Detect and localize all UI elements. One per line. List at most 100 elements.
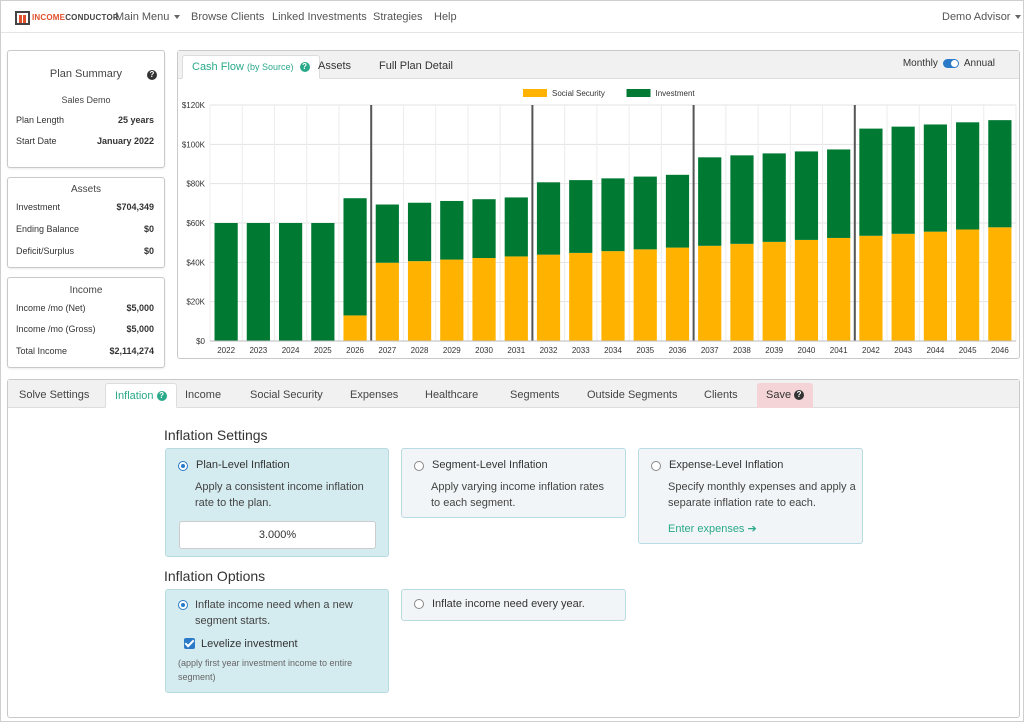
y-tick-label: $120K (182, 101, 206, 110)
inflate-new-segment-option[interactable]: Inflate income need when a new segment st… (165, 589, 389, 693)
deficit-surplus-value: $0 (143, 246, 154, 256)
levelize-note: (apply first year investment income to e… (178, 656, 352, 684)
tab-full-plan-detail[interactable]: Full Plan Detail (379, 60, 453, 72)
save-button[interactable]: Save? (757, 383, 814, 408)
tab-clients[interactable]: Clients (704, 389, 738, 401)
tab-segments[interactable]: Segments (510, 389, 560, 401)
bar-investment (407, 202, 432, 262)
inflate-every-year-title: Inflate income need every year. (432, 598, 585, 610)
expense-level-desc-line2: separate inflation rate to each. (668, 497, 816, 509)
plan-summary-panel: Plan Summary ? Sales Demo Plan Length 25… (7, 50, 165, 168)
nav-help[interactable]: Help (434, 11, 457, 23)
tab-cash-flow[interactable]: Cash Flow (by Source) ? (182, 55, 320, 79)
inflation-settings-heading: Inflation Settings (164, 427, 268, 443)
bar-social-security (762, 241, 786, 341)
x-tick-label: 2031 (507, 346, 525, 355)
income-row: Total Income $2,114,274 (16, 346, 154, 356)
levelize-note-line2: segment) (178, 672, 216, 682)
inflate-every-year-option[interactable]: Inflate income need every year. (401, 589, 626, 621)
plan-level-desc: Apply a consistent income inflation rate … (195, 479, 364, 511)
save-button-label: Save (766, 389, 792, 401)
expense-level-title: Expense-Level Inflation (669, 459, 784, 471)
nav-linked-investments[interactable]: Linked Investments (272, 11, 367, 23)
bar-social-security (472, 258, 496, 341)
x-tick-label: 2030 (475, 346, 493, 355)
tab-inflation-label: Inflation (115, 390, 154, 402)
bar-social-security (923, 231, 948, 341)
income-panel: Income Income /mo (Net) $5,000 Income /mo… (7, 277, 165, 368)
tab-social-security[interactable]: Social Security (250, 389, 323, 401)
bar-investment (214, 223, 238, 341)
ending-balance-label: Ending Balance (16, 224, 80, 234)
inflate-every-year-radio[interactable] (414, 599, 424, 609)
tab-outside-segments[interactable]: Outside Segments (587, 389, 678, 401)
bar-social-security (601, 251, 625, 341)
tab-inflation[interactable]: Inflation? (105, 383, 177, 408)
levelize-investment-checkbox[interactable] (184, 638, 195, 649)
ending-balance-value: $0 (143, 224, 154, 234)
tab-assets[interactable]: Assets (318, 60, 352, 72)
help-icon[interactable]: ? (147, 70, 157, 80)
x-tick-label: 2043 (894, 346, 912, 355)
expense-level-radio[interactable] (651, 461, 661, 471)
tab-expenses[interactable]: Expenses (350, 389, 399, 401)
bar-investment (504, 197, 528, 257)
plan-level-title: Plan-Level Inflation (196, 459, 290, 471)
monthly-annual-toggle[interactable] (942, 59, 959, 68)
plan-level-radio[interactable] (178, 461, 188, 471)
segment-level-radio[interactable] (414, 461, 424, 471)
bar-investment (601, 178, 625, 252)
tab-solve-settings[interactable]: Solve Settings (19, 389, 90, 401)
plan-length-value: 25 years (117, 115, 154, 125)
tab-healthcare[interactable]: Healthcare (425, 389, 479, 401)
expense-level-inflation-option[interactable]: Expense-Level Inflation Specify monthly … (638, 448, 863, 544)
x-tick-label: 2039 (765, 346, 783, 355)
bar-investment (891, 126, 915, 234)
chevron-down-icon (1015, 15, 1022, 20)
bar-investment (278, 223, 303, 341)
top-navbar: INCOMECONDUCTOR Main Menu Browse Clients… (1, 1, 1023, 33)
expense-level-desc: Specify monthly expenses and apply a sepa… (668, 479, 856, 511)
bar-social-security (633, 249, 657, 341)
bar-social-security (891, 233, 915, 341)
bar-investment (665, 174, 690, 248)
legend-swatch (626, 89, 651, 97)
nav-main-menu-label: Main Menu (115, 11, 170, 23)
help-icon[interactable]: ? (156, 391, 167, 402)
investment-value: $704,349 (116, 202, 154, 212)
bar-investment (311, 223, 335, 341)
x-tick-label: 2027 (378, 346, 396, 355)
plan-level-desc-line1: Apply a consistent income inflation (195, 481, 364, 493)
segment-level-inflation-option[interactable]: Segment-Level Inflation Apply varying in… (401, 448, 626, 518)
help-icon[interactable]: ? (299, 62, 310, 73)
help-icon[interactable]: ? (794, 390, 805, 401)
investment-label: Investment (16, 202, 61, 212)
app-logo[interactable]: INCOMECONDUCTOR (15, 10, 119, 25)
bar-social-security (730, 243, 754, 341)
nav-user-menu[interactable]: Demo Advisor (942, 11, 1022, 23)
tab-income[interactable]: Income (185, 389, 222, 401)
bar-investment (246, 223, 270, 341)
plan-level-inflation-option[interactable]: Plan-Level Inflation Apply a consistent … (165, 448, 389, 557)
bar-investment (859, 128, 883, 236)
inflate-new-segment-text: Inflate income need when a new segment st… (195, 597, 353, 629)
bar-social-security (859, 235, 883, 341)
assets-panel: Assets Investment $704,349 Ending Balance… (7, 177, 165, 268)
plan-summary-title: Plan Summary (49, 68, 123, 80)
bar-social-security (956, 229, 980, 341)
tab-cash-flow-sub: (by Source) (247, 62, 294, 72)
income-gross-value: $5,000 (126, 324, 154, 334)
enter-expenses-link[interactable]: Enter expenses ➔ (668, 522, 757, 535)
bar-investment (472, 199, 496, 259)
chevron-down-icon (174, 15, 181, 20)
bar-investment (988, 120, 1012, 228)
logo-text-income: INCOME (32, 13, 66, 22)
nav-browse-clients[interactable]: Browse Clients (191, 11, 265, 23)
inflate-new-segment-radio[interactable] (178, 600, 188, 610)
nav-strategies[interactable]: Strategies (373, 11, 423, 23)
income-row: Income /mo (Gross) $5,000 (16, 324, 154, 334)
levelize-investment-label[interactable]: Levelize investment (201, 638, 298, 650)
nav-main-menu[interactable]: Main Menu (115, 11, 181, 23)
x-tick-label: 2041 (830, 346, 848, 355)
inflation-rate-input[interactable] (179, 521, 376, 549)
